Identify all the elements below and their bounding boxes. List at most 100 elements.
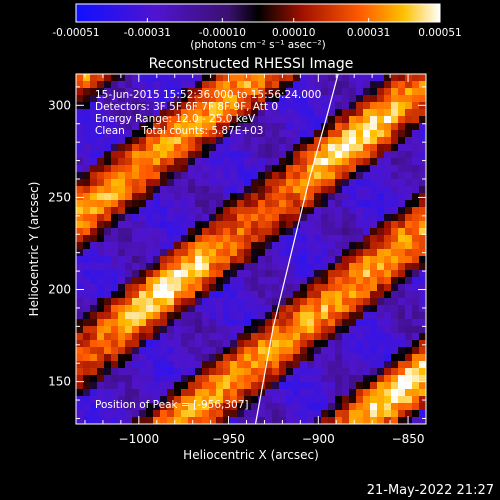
heatmap-cell — [202, 382, 210, 390]
heatmap-cell — [195, 305, 203, 313]
heatmap-cell — [139, 74, 147, 82]
heatmap-cell — [412, 249, 420, 257]
heatmap-cell — [153, 361, 161, 369]
heatmap-cell — [398, 228, 406, 236]
heatmap-cell — [384, 235, 392, 243]
heatmap-cell — [188, 102, 196, 110]
heatmap-cell — [237, 193, 245, 201]
heatmap-cell — [237, 305, 245, 313]
heatmap-cell — [265, 256, 273, 264]
heatmap-cell — [328, 214, 336, 222]
heatmap-cell — [342, 95, 350, 103]
heatmap-cell — [328, 137, 336, 145]
heatmap-cell — [342, 417, 350, 424]
heatmap-cell — [216, 256, 224, 264]
heatmap-cell — [111, 277, 119, 285]
heatmap-cell — [132, 130, 140, 138]
heatmap-cell — [349, 158, 357, 166]
heatmap-cell — [97, 235, 105, 243]
heatmap-cell — [265, 95, 273, 103]
heatmap-cell — [76, 95, 84, 103]
heatmap-cell — [188, 389, 196, 397]
heatmap-cell — [174, 354, 182, 362]
heatmap-cell — [286, 74, 294, 82]
heatmap-cell — [160, 151, 168, 159]
heatmap-cell — [125, 312, 133, 320]
heatmap-cell — [202, 130, 210, 138]
heatmap-cell — [153, 410, 161, 418]
heatmap-cell — [139, 228, 147, 236]
heatmap-cell — [146, 270, 154, 278]
heatmap-cell — [349, 81, 357, 89]
heatmap-cell — [97, 207, 105, 215]
heatmap-cell — [118, 144, 126, 152]
heatmap-cell — [153, 347, 161, 355]
heatmap-cell — [363, 165, 371, 173]
colorbar-ticks: -0.00051 -0.00031 -0.00010 0.00010 0.00031 0.… — [52, 18, 462, 39]
heatmap-cell — [139, 102, 147, 110]
heatmap-cell — [223, 403, 231, 411]
heatmap-cell — [314, 81, 322, 89]
heatmap-cell — [321, 221, 329, 229]
heatmap-cell — [244, 172, 252, 180]
heatmap-cell — [125, 235, 133, 243]
heatmap-cell — [216, 193, 224, 201]
heatmap-cell — [328, 179, 336, 187]
heatmap-cell — [209, 214, 217, 222]
heatmap-cell — [335, 165, 343, 173]
heatmap-cell — [209, 389, 217, 397]
heatmap-cell — [97, 305, 105, 313]
heatmap-cell — [90, 193, 98, 201]
heatmap-cell — [216, 382, 224, 390]
heatmap-cell — [335, 333, 343, 341]
heatmap-cell — [405, 123, 413, 131]
heatmap-cell — [377, 396, 385, 404]
heatmap-cell — [342, 200, 350, 208]
heatmap-cell — [356, 95, 364, 103]
heatmap-cell — [216, 305, 224, 313]
heatmap-cell — [279, 305, 287, 313]
heatmap-cell — [125, 158, 133, 166]
heatmap-cell — [314, 221, 322, 229]
heatmap-cell — [230, 256, 238, 264]
heatmap-cell — [132, 291, 140, 299]
heatmap-cell — [76, 256, 84, 264]
heatmap-cell — [370, 354, 378, 362]
heatmap-cell — [300, 319, 308, 327]
heatmap-cell — [272, 249, 280, 257]
heatmap-cell — [146, 305, 154, 313]
heatmap-cell — [342, 326, 350, 334]
heatmap-cell — [97, 326, 105, 334]
heatmap-cell — [356, 221, 364, 229]
heatmap-cell — [195, 228, 203, 236]
heatmap-cell — [153, 382, 161, 390]
heatmap-cell — [167, 410, 175, 418]
heatmap-cell — [188, 403, 196, 411]
heatmap-cell — [328, 382, 336, 390]
heatmap-cell — [237, 340, 245, 348]
heatmap-cell — [335, 116, 343, 124]
heatmap-cell — [356, 200, 364, 208]
heatmap — [76, 74, 426, 424]
heatmap-cell — [90, 305, 98, 313]
heatmap-cell — [90, 403, 98, 411]
heatmap-cell — [293, 221, 301, 229]
heatmap-cell — [412, 326, 420, 334]
heatmap-cell — [251, 375, 259, 383]
heatmap-cell — [286, 389, 294, 397]
heatmap-cell — [139, 361, 147, 369]
heatmap-cell — [223, 312, 231, 320]
heatmap-cell — [363, 144, 371, 152]
heatmap-cell — [209, 312, 217, 320]
heatmap-cell — [202, 186, 210, 194]
heatmap-cell — [356, 284, 364, 292]
heatmap-cell — [251, 137, 259, 145]
heatmap-cell — [356, 179, 364, 187]
heatmap-cell — [202, 298, 210, 306]
heatmap-cell — [181, 123, 189, 131]
heatmap-cell — [265, 137, 273, 145]
heatmap-cell — [76, 235, 84, 243]
heatmap-cell — [111, 179, 119, 187]
heatmap-cell — [202, 172, 210, 180]
heatmap-cell — [167, 389, 175, 397]
